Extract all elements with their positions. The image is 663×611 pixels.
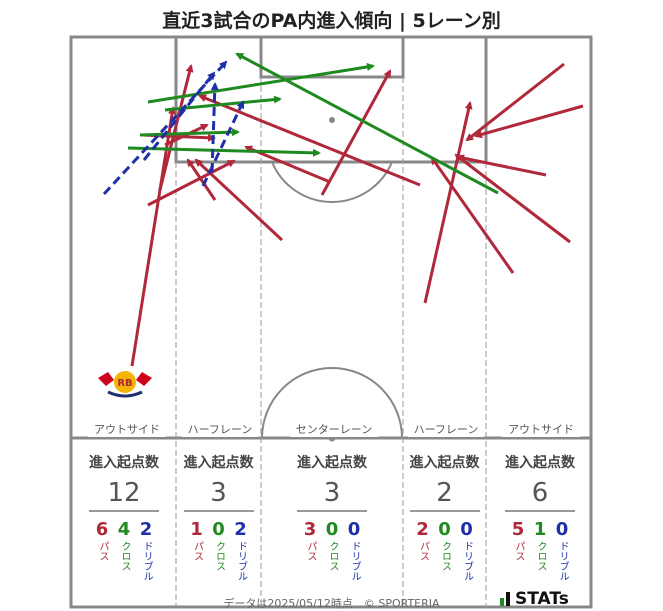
page-title: 直近3試合のPA内進入傾向 | 5レーン別	[162, 10, 501, 32]
pass-count: 6	[95, 519, 109, 540]
cross-count: 0	[212, 519, 225, 540]
cross-count: 0	[438, 519, 451, 540]
stat-label: 進入起点数	[89, 455, 159, 471]
goal-area	[259, 35, 405, 79]
dribble-count: 0	[347, 519, 361, 540]
dribble-arrow	[142, 71, 216, 161]
pass-label: パス	[191, 541, 203, 561]
dribble-label: ドリブル	[235, 541, 247, 581]
pass-arrows	[130, 62, 584, 367]
cross-arrow	[235, 52, 499, 195]
brand-bars-icon	[500, 592, 510, 606]
dribble-arrow	[201, 100, 245, 187]
lane-stats-outside-left: 進入起点数 12 6 パス 4 クロス 2 ドリブル	[78, 452, 170, 581]
team-logo-text: RB	[117, 378, 132, 389]
brand-text: STATs	[515, 589, 569, 609]
pass-arrow	[430, 156, 515, 274]
dribble-label: ドリブル	[461, 541, 473, 581]
cross-arrows	[127, 52, 499, 195]
pass-count: 2	[416, 519, 429, 540]
lane-stats-center: 進入起点数 3 3 パス 0 クロス 0 ドリブル	[285, 452, 379, 581]
lane-label-outside-right: アウトサイド	[502, 421, 580, 437]
stat-label: 進入起点数	[505, 455, 575, 471]
stat-label: 進入起点数	[183, 455, 254, 471]
center-circle	[261, 367, 403, 439]
dribble-count: 0	[555, 519, 569, 540]
cross-label: クロス	[119, 541, 130, 571]
penalty-arc	[271, 161, 393, 203]
cross-label: クロス	[327, 541, 338, 571]
pass-arrow	[474, 104, 584, 139]
cross-arrow	[147, 62, 375, 104]
pass-arrow	[454, 153, 571, 244]
cross-label: クロス	[213, 541, 225, 571]
cross-count: 4	[117, 519, 131, 540]
cross-label: クロス	[439, 541, 451, 571]
stat-label: 進入起点数	[409, 455, 480, 471]
dribble-arrows	[102, 60, 245, 196]
pass-arrow	[456, 154, 547, 177]
dribble-count: 2	[139, 519, 153, 540]
stat-label: 進入起点数	[297, 455, 367, 471]
pass-label: パス	[513, 541, 524, 561]
dribble-count: 2	[234, 519, 247, 540]
stat-total: 3	[323, 478, 341, 508]
pass-arrow	[423, 101, 473, 304]
cross-count: 1	[533, 519, 547, 540]
pass-arrow	[198, 94, 421, 187]
pass-count: 1	[190, 519, 203, 540]
lane-stats-halflane-right: 進入起点数 2 2 パス 0 クロス 0 ドリブル	[403, 452, 486, 581]
footer-note: データは2025/05/12時点 © SPORTERIA	[223, 597, 440, 610]
dribble-label: ドリブル	[141, 541, 152, 581]
dribble-arrow	[210, 82, 219, 173]
lane-label-center: センターレーン	[290, 421, 378, 437]
dribble-label: ドリブル	[349, 541, 360, 581]
cross-arrow	[139, 128, 240, 137]
pass-arrow	[147, 159, 236, 207]
pass-count: 5	[511, 519, 525, 540]
team-logo-icon: RB	[98, 371, 152, 398]
stat-total: 6	[531, 478, 549, 508]
pass-arrow	[186, 158, 217, 201]
pass-label: パス	[417, 541, 429, 561]
pass-arrow	[465, 62, 565, 142]
penalty-spot	[329, 117, 335, 123]
stat-total: 12	[107, 478, 141, 508]
pass-count: 3	[303, 519, 317, 540]
pass-label: パス	[97, 541, 108, 561]
pass-arrow	[320, 69, 392, 196]
lane-stats-outside-right: 進入起点数 6 5 パス 1 クロス 0 ドリブル	[494, 452, 586, 581]
dribble-arrow	[102, 60, 228, 196]
stat-total: 3	[210, 478, 227, 508]
cross-arrow	[127, 146, 321, 157]
lane-label-outside-left: アウトサイド	[88, 421, 166, 437]
pass-label: パス	[305, 541, 316, 561]
cross-label: クロス	[535, 541, 546, 571]
lane-label-halflane-right: ハーフレーン	[408, 421, 484, 437]
dribble-count: 0	[460, 519, 473, 540]
brand-logo: STATs	[500, 589, 569, 609]
lane-label-halflane-left: ハーフレーン	[182, 421, 258, 437]
pass-arrow	[158, 64, 194, 191]
dribble-label: ドリブル	[557, 541, 568, 581]
stat-total: 2	[436, 478, 453, 508]
pass-arrow	[130, 106, 177, 367]
lane-stats-halflane-left: 進入起点数 3 1 パス 0 クロス 2 ドリブル	[176, 452, 261, 581]
cross-count: 0	[325, 519, 339, 540]
